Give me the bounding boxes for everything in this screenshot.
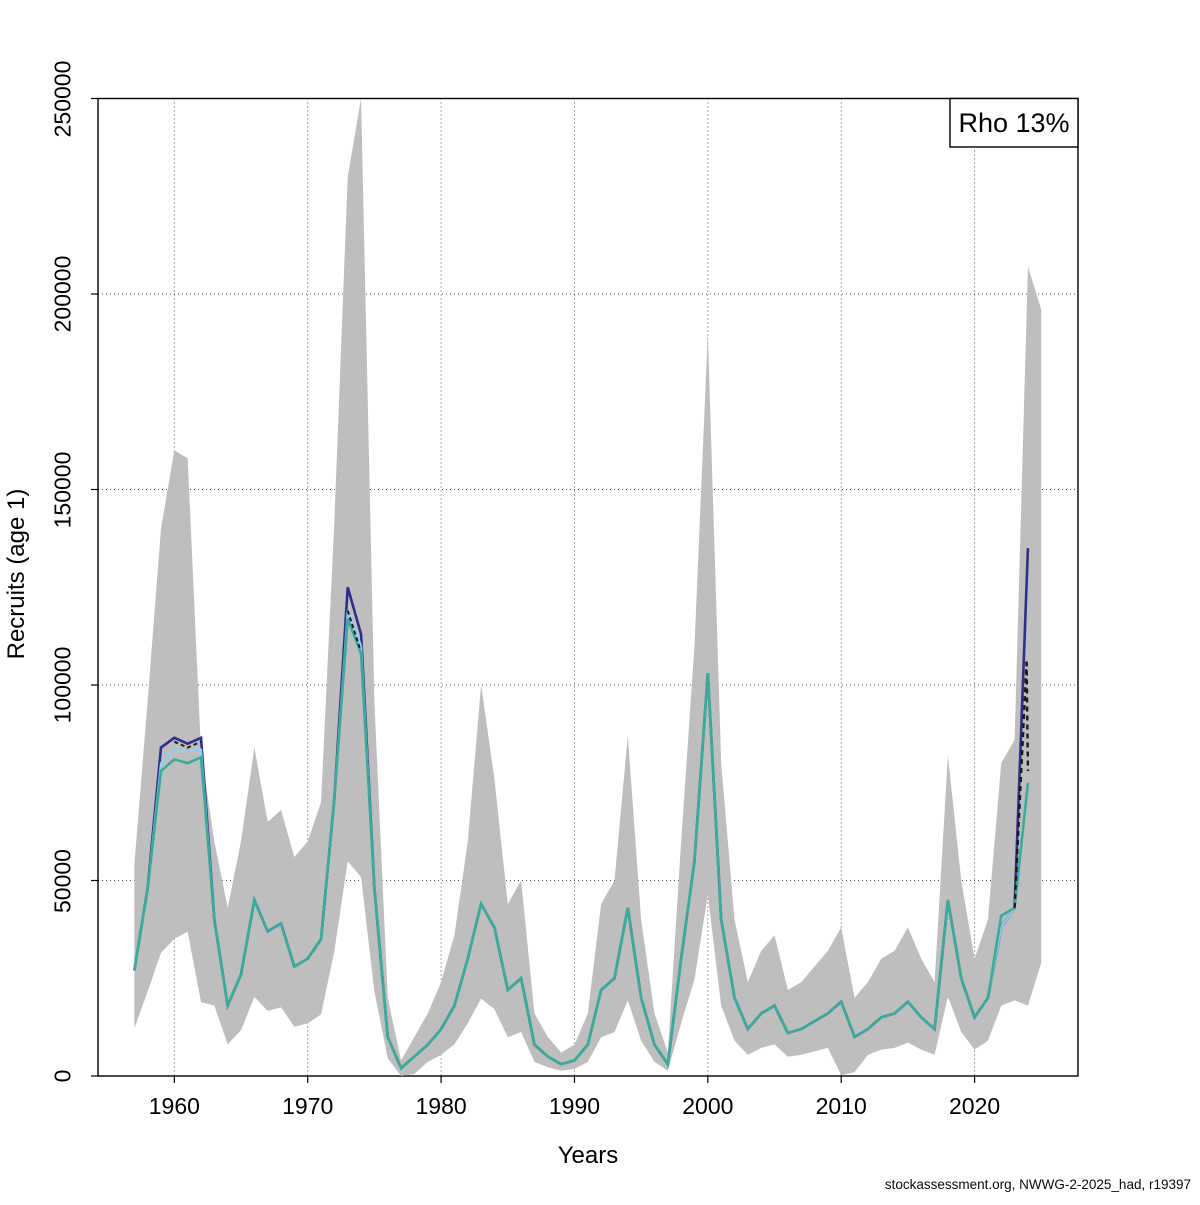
svg-text:2020: 2020 [949, 1093, 1000, 1119]
svg-text:2010: 2010 [816, 1093, 867, 1119]
svg-text:2000: 2000 [682, 1093, 733, 1119]
svg-text:1980: 1980 [415, 1093, 466, 1119]
svg-text:Rho 13%: Rho 13% [958, 108, 1069, 138]
svg-text:1970: 1970 [282, 1093, 333, 1119]
svg-text:1960: 1960 [149, 1093, 200, 1119]
svg-text:1990: 1990 [549, 1093, 600, 1119]
